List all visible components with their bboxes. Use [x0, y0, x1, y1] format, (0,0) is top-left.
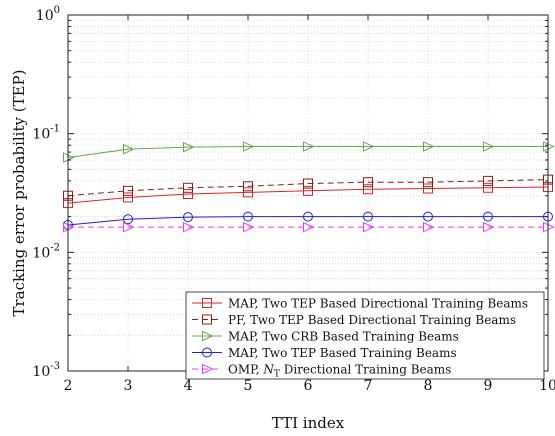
legend-entry-5: OMP, NT Directional Training Beams	[192, 363, 451, 380]
x-tick-label: 5	[244, 378, 253, 394]
data-point	[303, 211, 313, 222]
legend-marker	[202, 314, 212, 325]
data-point	[243, 221, 255, 233]
x-tick-label: 3	[124, 378, 133, 394]
legend-marker	[202, 330, 214, 342]
data-point	[123, 143, 135, 155]
data-point	[363, 177, 373, 188]
data-point	[183, 221, 195, 233]
data-point	[183, 189, 193, 200]
legend-label: OMP, NT Directional Training Beams	[228, 363, 451, 380]
x-tick-label: 7	[364, 378, 373, 394]
series-line	[67, 216, 548, 226]
data-point	[363, 221, 375, 233]
data-point	[243, 181, 253, 192]
legend-marker	[202, 298, 212, 308]
x-tick-label: 2	[64, 378, 73, 394]
series-4	[63, 211, 553, 230]
data-point	[423, 177, 433, 188]
data-point	[303, 141, 315, 152]
y-tick-label: 10-2	[32, 242, 60, 261]
y-tick-label: 10-1	[32, 124, 60, 143]
x-tick-label: 6	[304, 378, 313, 394]
x-axis-label: TTI index	[272, 414, 345, 432]
data-point	[363, 184, 373, 195]
data-point	[423, 183, 433, 194]
x-tick-label: 9	[484, 378, 493, 394]
axes: 2 3 4 5 6 7 8 9 10 10-3 10-2 10-1 100	[32, 5, 555, 394]
legend-marker	[202, 347, 212, 358]
data-point	[423, 211, 433, 222]
legend-label: MAP, Two TEP Based Training Beams	[228, 346, 457, 360]
data-point	[483, 175, 493, 186]
legend-entry-1: MAP, Two TEP Based Directional Training …	[192, 297, 528, 311]
data-point	[303, 221, 315, 233]
data-point	[483, 141, 495, 152]
data-point	[303, 178, 313, 189]
data-point	[183, 212, 193, 223]
legend-label: MAP, Two TEP Based Directional Training …	[228, 297, 528, 311]
series-layer	[63, 141, 555, 233]
legend-entry-2: PF, Two TEP Based Directional Training B…	[192, 313, 516, 327]
x-tick-label: 8	[424, 378, 433, 394]
series-line	[67, 186, 549, 204]
data-point	[363, 141, 375, 152]
x-tick-label: 10	[539, 378, 555, 394]
legend-box	[185, 291, 545, 380]
legend: MAP, Two TEP Based Directional Training …	[185, 291, 545, 380]
series-line	[67, 145, 548, 158]
legend-entry-4: MAP, Two TEP Based Training Beams	[192, 346, 457, 360]
legend-label: MAP, Two CRB Based Training Beams	[228, 330, 459, 344]
data-point	[123, 192, 133, 203]
data-point	[123, 214, 133, 225]
data-point	[123, 185, 133, 196]
legend-label: PF, Two TEP Based Directional Training B…	[228, 313, 516, 327]
y-axis-label: Tracking error probability (TEP)	[10, 70, 28, 317]
data-point	[123, 221, 135, 233]
data-point	[423, 221, 435, 233]
y-tick-label: 10-3	[32, 361, 60, 380]
data-point	[423, 141, 435, 152]
data-point	[483, 182, 493, 193]
legend-marker	[202, 363, 214, 375]
y-tick-label: 100	[36, 5, 60, 24]
data-point	[483, 211, 493, 222]
data-point	[243, 187, 253, 198]
legend-entry-3: MAP, Two CRB Based Training Beams	[192, 330, 459, 344]
grid	[68, 15, 548, 371]
data-point	[183, 182, 193, 193]
data-point	[303, 185, 313, 196]
data-point	[183, 141, 195, 153]
data-point	[483, 221, 495, 233]
data-point	[243, 141, 255, 152]
data-point	[363, 211, 373, 222]
series-line	[67, 179, 549, 197]
data-point	[243, 211, 253, 222]
x-tick-label: 4	[184, 378, 193, 394]
